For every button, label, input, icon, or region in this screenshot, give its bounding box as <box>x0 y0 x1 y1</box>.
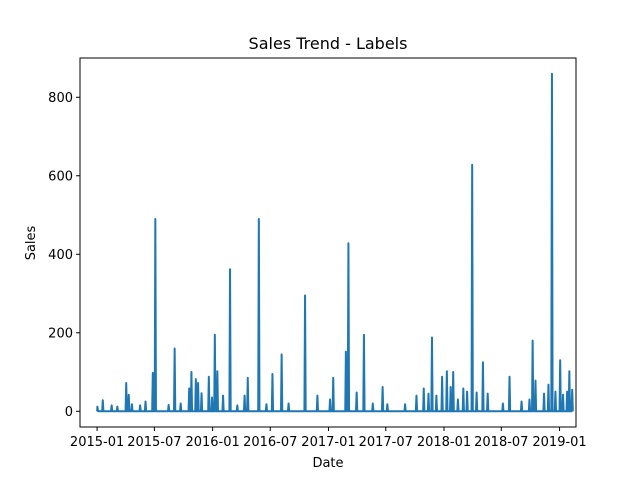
y-tick-label: 600 <box>48 169 73 184</box>
x-axis-label: Date <box>312 456 343 471</box>
x-tick-label: 2018-01 <box>417 435 471 450</box>
y-tick-label: 200 <box>48 326 73 341</box>
x-tick-label: 2017-07 <box>359 435 413 450</box>
x-axis-ticks: 2015-01 2015-07 2016-01 2016-07 2017-01 2017-… <box>70 427 587 450</box>
x-tick-label: 2015-01 <box>70 435 124 450</box>
series-line-0 <box>96 72 574 413</box>
y-axis-label: Sales <box>24 225 39 260</box>
x-tick-label: 2016-01 <box>185 435 239 450</box>
x-tick-label: 2017-01 <box>301 435 355 450</box>
x-tick-label: 2015-07 <box>127 435 181 450</box>
y-axis-ticks: 0 200 400 600 800 <box>48 91 80 420</box>
chart-title: Sales Trend - Labels <box>249 34 408 53</box>
plot-frame <box>79 57 577 428</box>
x-tick-label: 2019-01 <box>532 435 586 450</box>
y-tick-label: 0 <box>65 405 73 420</box>
y-tick-label: 800 <box>48 91 73 106</box>
y-tick-label: 400 <box>48 248 73 263</box>
plot-layer <box>96 72 574 413</box>
x-tick-label: 2018-07 <box>474 435 528 450</box>
x-tick-label: 2016-07 <box>243 435 297 450</box>
